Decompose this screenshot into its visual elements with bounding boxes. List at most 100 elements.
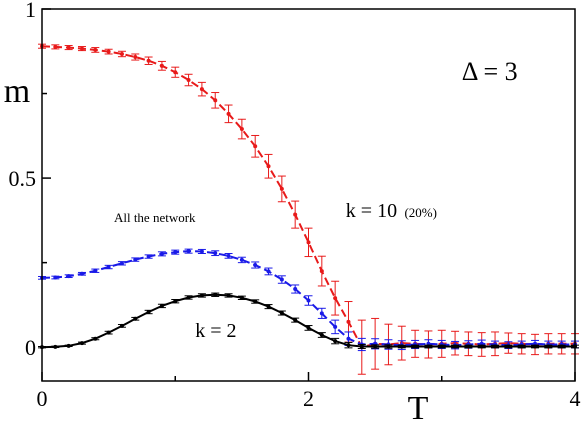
data-point [279,277,284,282]
data-point [106,330,111,335]
data-point [133,257,138,262]
data-point [53,275,58,280]
data-point [66,343,71,348]
data-point [159,303,164,308]
data-point [319,269,324,274]
data-point [306,325,311,330]
data-point [546,344,551,349]
data-point [266,164,271,169]
data-point [346,343,351,348]
data-point [533,344,538,349]
data-point [346,336,351,341]
data-point [466,344,471,349]
data-point [213,251,218,256]
data-point [373,344,378,349]
y-tick-label: 1 [25,0,36,22]
data-point [279,311,284,316]
data-point [239,257,244,262]
data-point [493,344,498,349]
data-point [359,344,364,349]
data-point [133,316,138,321]
data-point [173,299,178,304]
annotation-label: k = 10 [346,200,397,222]
data-point [333,296,338,301]
tick-layer: 0 2 4 0 0.5 1 [9,0,581,411]
data-point [93,268,98,273]
data-point [293,318,298,323]
data-point [66,274,71,279]
series-1 [38,248,579,352]
data-point [119,51,124,56]
data-point [186,249,191,254]
data-point [333,339,338,344]
data-point [173,70,178,75]
data-point [306,298,311,303]
data-point [226,111,231,116]
data-point [79,341,84,346]
data-point [159,251,164,256]
data-point [293,212,298,217]
x-tick-label: 2 [303,386,314,411]
data-point [199,87,204,92]
data-point [293,287,298,292]
x-tick-label: 0 [37,386,48,411]
data-point [93,336,98,341]
data-point [239,127,244,132]
data-point [413,344,418,349]
data-point [559,344,564,349]
data-point [133,55,138,60]
data-point [119,323,124,328]
annotation-layer: Δ = 3 k = 10 (20%) All the network k = 2 [114,57,518,342]
x-axis-label: T [408,390,429,422]
data-point [79,46,84,51]
data-point [199,293,204,298]
data-point [319,311,324,316]
data-point [399,344,404,349]
data-point [119,261,124,266]
annotation-label: All the network [114,210,196,225]
data-point [146,310,151,315]
annotation-label: k = 2 [195,320,236,342]
data-point [186,295,191,300]
annotation-label: (20%) [404,205,437,220]
x-tick-label: 4 [570,386,581,411]
data-point [386,344,391,349]
series-layer [38,43,579,375]
data-point [226,293,231,298]
data-point [519,344,524,349]
data-point [253,144,258,149]
data-point [186,78,191,83]
data-point [159,63,164,68]
data-point [479,344,484,349]
data-point [266,269,271,274]
data-point [333,324,338,329]
annotation-label: Δ = 3 [462,57,518,86]
data-point [226,253,231,258]
data-point [319,333,324,338]
data-point [266,304,271,309]
data-point [106,265,111,270]
data-point [213,98,218,103]
data-point [346,319,351,324]
data-point [213,292,218,297]
data-point [253,299,258,304]
data-point [93,47,98,52]
series-2 [38,292,579,350]
data-point [53,44,58,49]
y-axis-label: m [4,73,30,110]
data-point [106,49,111,54]
y-tick-label: 0.5 [9,166,37,191]
data-point [199,249,204,254]
data-point [253,263,258,268]
data-point [239,295,244,300]
data-point [426,344,431,349]
data-point [66,45,71,50]
data-point [306,240,311,245]
data-point [173,250,178,255]
data-point [439,344,444,349]
data-point [279,186,284,191]
data-point [79,271,84,276]
data-point [453,344,458,349]
data-point [146,58,151,63]
